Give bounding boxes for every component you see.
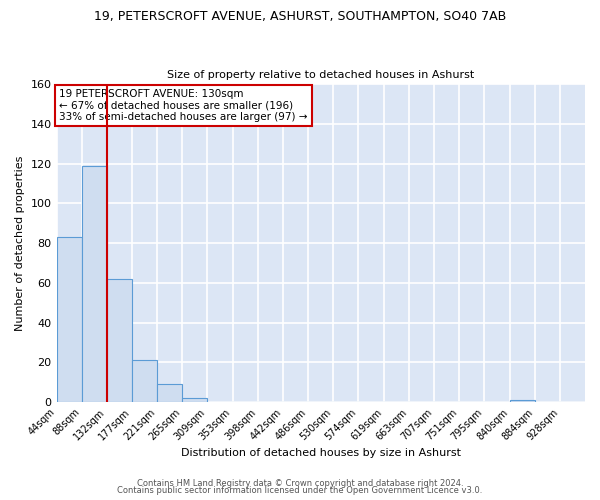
Bar bbox=[107, 279, 132, 402]
X-axis label: Distribution of detached houses by size in Ashurst: Distribution of detached houses by size … bbox=[181, 448, 461, 458]
Bar bbox=[157, 384, 182, 402]
Y-axis label: Number of detached properties: Number of detached properties bbox=[15, 156, 25, 331]
Bar bbox=[510, 400, 535, 402]
Text: 19 PETERSCROFT AVENUE: 130sqm
← 67% of detached houses are smaller (196)
33% of : 19 PETERSCROFT AVENUE: 130sqm ← 67% of d… bbox=[59, 89, 308, 122]
Bar bbox=[82, 166, 107, 402]
Bar bbox=[182, 398, 208, 402]
Bar bbox=[56, 237, 82, 402]
Bar bbox=[132, 360, 157, 402]
Title: Size of property relative to detached houses in Ashurst: Size of property relative to detached ho… bbox=[167, 70, 475, 81]
Text: Contains HM Land Registry data © Crown copyright and database right 2024.: Contains HM Land Registry data © Crown c… bbox=[137, 478, 463, 488]
Text: Contains public sector information licensed under the Open Government Licence v3: Contains public sector information licen… bbox=[118, 486, 482, 495]
Text: 19, PETERSCROFT AVENUE, ASHURST, SOUTHAMPTON, SO40 7AB: 19, PETERSCROFT AVENUE, ASHURST, SOUTHAM… bbox=[94, 10, 506, 23]
